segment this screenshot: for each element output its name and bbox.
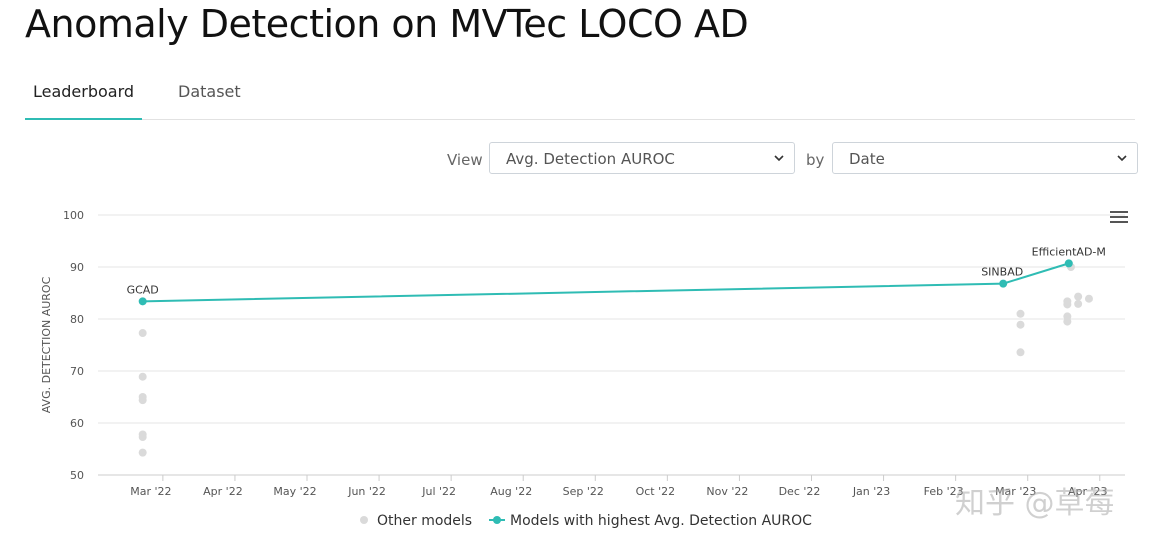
y-tick-label: 60 bbox=[70, 417, 84, 430]
tab-dataset[interactable]: Dataset bbox=[178, 82, 241, 101]
legend-marker-best bbox=[493, 516, 501, 524]
x-tick-label: Jun '22 bbox=[347, 485, 386, 498]
other-model-point bbox=[138, 396, 147, 405]
other-model-point bbox=[1074, 299, 1083, 308]
x-tick-label: Aug '22 bbox=[490, 485, 532, 498]
other-model-point bbox=[1084, 294, 1093, 303]
other-model-point bbox=[1016, 348, 1025, 357]
chart-menu-icon[interactable] bbox=[1110, 211, 1128, 225]
best-models-line bbox=[142, 262, 1070, 303]
legend-marker-other bbox=[360, 516, 368, 524]
point-label: GCAD bbox=[127, 283, 159, 296]
x-tick-label: Nov '22 bbox=[706, 485, 748, 498]
x-tick-label: Sep '22 bbox=[563, 485, 604, 498]
y-tick-label: 50 bbox=[70, 469, 84, 482]
best-model-point bbox=[138, 297, 147, 306]
watermark-text: 知乎 @草莓 bbox=[955, 486, 1115, 521]
x-tick-label: Mar '23 bbox=[995, 485, 1036, 498]
chevron-down-icon bbox=[1117, 155, 1127, 162]
sort-by-select[interactable]: Date bbox=[832, 142, 1138, 174]
x-tick-label: Mar '22 bbox=[130, 485, 171, 498]
y-tick-label: 80 bbox=[70, 313, 84, 326]
x-tick-label: Feb '23 bbox=[924, 485, 964, 498]
chevron-down-icon bbox=[774, 155, 784, 162]
other-model-point bbox=[1063, 317, 1072, 326]
y-tick-label: 100 bbox=[63, 209, 84, 222]
x-tick-label: Dec '22 bbox=[779, 485, 821, 498]
other-model-point bbox=[138, 372, 147, 381]
tab-leaderboard[interactable]: Leaderboard bbox=[25, 82, 142, 120]
x-tick-label: May '22 bbox=[273, 485, 316, 498]
other-model-point bbox=[138, 329, 147, 338]
page-title: Anomaly Detection on MVTec LOCO AD bbox=[25, 2, 749, 46]
other-model-point bbox=[1016, 320, 1025, 329]
point-label: EfficientAD-M bbox=[1032, 245, 1106, 258]
tab-bar: Leaderboard Dataset bbox=[25, 70, 1135, 120]
chart: 50 60 70 80 90 100 Mar '22 Apr '22 May '22 Jun '2… bbox=[40, 209, 1125, 529]
other-model-point bbox=[1016, 309, 1025, 318]
x-tick-label: Jul '22 bbox=[421, 485, 456, 498]
view-label: View bbox=[447, 151, 483, 169]
by-label: by bbox=[806, 151, 825, 169]
x-tick-label: Apr '23 bbox=[1068, 485, 1108, 498]
other-model-point bbox=[1063, 300, 1072, 309]
point-label: SINBAD bbox=[981, 266, 1023, 279]
other-model-point bbox=[1074, 292, 1083, 301]
x-tick-label: Oct '22 bbox=[636, 485, 676, 498]
legend-label-best: Models with highest Avg. Detection AUROC bbox=[510, 513, 812, 529]
y-tick-label: 70 bbox=[70, 365, 84, 378]
y-tick-label: 90 bbox=[70, 261, 84, 274]
x-tick-label: Jan '23 bbox=[852, 485, 890, 498]
other-model-point bbox=[138, 433, 147, 442]
best-model-point bbox=[999, 279, 1008, 288]
view-select[interactable]: Avg. Detection AUROC bbox=[489, 142, 795, 174]
view-select-value: Avg. Detection AUROC bbox=[506, 150, 675, 168]
legend-label-other: Other models bbox=[377, 513, 472, 529]
x-tick-label: Apr '22 bbox=[203, 485, 243, 498]
other-model-point bbox=[138, 448, 147, 457]
best-model-point bbox=[1064, 259, 1073, 268]
sort-by-select-value: Date bbox=[849, 150, 885, 168]
y-axis-label: AVG. DETECTION AUROC bbox=[40, 276, 53, 413]
